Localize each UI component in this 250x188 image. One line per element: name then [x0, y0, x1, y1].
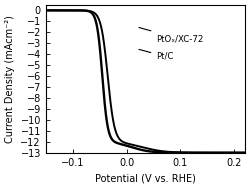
- Y-axis label: Current Density (mAcm⁻²): Current Density (mAcm⁻²): [5, 15, 15, 143]
- Text: Pt/C: Pt/C: [139, 49, 173, 61]
- Text: PtOₓ/XC-72: PtOₓ/XC-72: [139, 27, 203, 43]
- X-axis label: Potential (V vs. RHE): Potential (V vs. RHE): [95, 173, 196, 183]
